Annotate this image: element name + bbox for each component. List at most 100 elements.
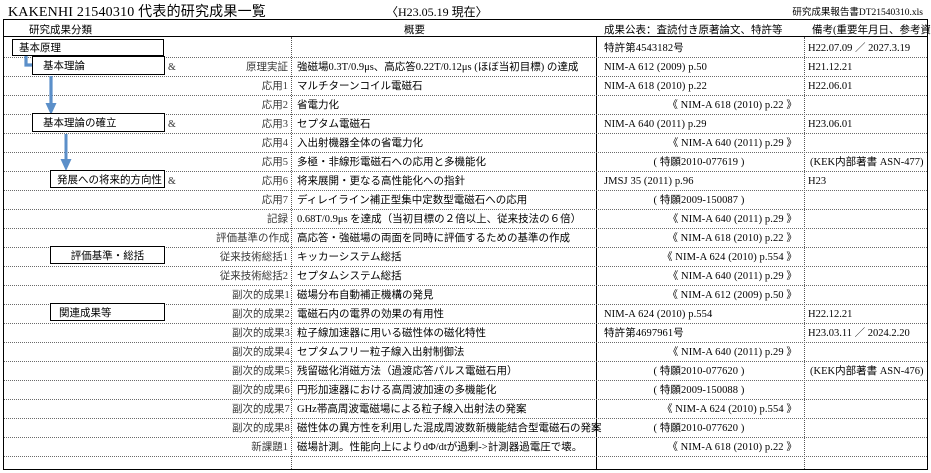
category-box-label: 基本理論 (43, 61, 85, 72)
row-publication: ( 特願2010-077619 ) (653, 157, 745, 168)
category-box-label: 関連成果等 (59, 307, 112, 319)
table-row[interactable]: 副次的成果3 粒子線加速器に用いる磁性体の磁化特性 特許第4697961号 H23.0… (4, 324, 927, 343)
table-row[interactable]: 新課題1 磁場計測。性能向上によりdΦ/dtが過剰->計測器過電圧で壊。 《 NIM… (4, 438, 927, 457)
row-summary: 磁場分布自動補正機構の発見 (297, 290, 434, 301)
table-row[interactable]: 従来技術総括1 キッカーシステム総括 《 NIM-A 624 (2010) p.55… (4, 248, 927, 267)
row-publication: 《 NIM-A 618 (2010) p.22 》 (667, 442, 797, 453)
table-row[interactable]: 原理実証 & 強磁場0.3T/0.9μs、高応答0.22T/0.12μs (ほぼ当初… (4, 58, 927, 77)
row-publication: 《 NIM-A 618 (2010) p.22 》 (667, 233, 797, 244)
row-subcategory: 従来技術総括2 (219, 271, 288, 282)
row-publication: ( 特願2010-077620 ) (653, 366, 745, 377)
row-subcategory: 応用5 (261, 157, 288, 168)
category-box-future-direction[interactable]: 発展への将来的方向性 (50, 170, 165, 188)
row-publication: 《 NIM-A 612 (2009) p.50 》 (667, 290, 797, 301)
row-publication: NIM-A 640 (2011) p.29 (604, 119, 707, 130)
document-filename: 研究成果報告書DT21540310.xls (792, 8, 923, 18)
category-box-evaluation-summary[interactable]: 評価基準・総括 (50, 246, 165, 264)
row-publication: 《 NIM-A 640 (2011) p.29 》 (667, 347, 797, 358)
row-summary: キッカーシステム総括 (297, 252, 402, 263)
row-publication: 《 NIM-A 640 (2011) p.29 》 (667, 271, 797, 282)
row-summary: 粒子線加速器に用いる磁性体の磁化特性 (297, 328, 486, 339)
row-publication: 《 NIM-A 624 (2010) p.554 》 (661, 252, 797, 263)
row-summary: 高応答・強磁場の両面を同時に評価するための基準の作成 (297, 233, 570, 244)
row-ampersand-marker: & (168, 176, 176, 187)
row-summary: 省電力化 (297, 100, 339, 111)
table-row[interactable]: 副次的成果1 磁場分布自動補正機構の発見 《 NIM-A 612 (2009) p.… (4, 286, 927, 305)
row-publication: 《 NIM-A 624 (2010) p.554 》 (661, 404, 797, 415)
row-subcategory: 副次的成果2 (232, 309, 290, 320)
row-summary: 入出射機器全体の省電力化 (297, 138, 423, 149)
column-header-publication: 成果公表：査読付き原著論文、特許等 (604, 25, 783, 36)
document-title: KAKENHI 21540310 代表的研究成果一覧 (8, 5, 266, 20)
table-row[interactable]: 応用2 省電力化 《 NIM-A 618 (2010) p.22 》 (4, 96, 927, 115)
row-publication: ( 特願2009-150087 ) (653, 195, 745, 206)
table-row[interactable]: 記録 0.68T/0.9μs を達成（当初目標の２倍以上、従来技法の６倍） 《 NI… (4, 210, 927, 229)
row-publication: JMSJ 35 (2011) p.96 (604, 176, 694, 187)
table-row[interactable]: 副次的成果4 セプタムフリー粒子線入出射制御法 《 NIM-A 640 (2011)… (4, 343, 927, 362)
table-row[interactable]: 応用4 入出射機器全体の省電力化 《 NIM-A 640 (2011) p.29 》 (4, 134, 927, 153)
table-row[interactable]: 従来技術総括2 セプタムシステム総括 《 NIM-A 640 (2011) p.29… (4, 267, 927, 286)
column-divider-summary (291, 37, 292, 469)
row-publication: 《 NIM-A 618 (2010) p.22 》 (667, 100, 797, 111)
table-row[interactable]: 副次的成果2 電磁石内の電界の効果の有用性 NIM-A 624 (2010) p.5… (4, 305, 927, 324)
table-row[interactable]: 応用1 マルチターンコイル電磁石 NIM-A 618 (2010) p.22 H22.… (4, 77, 927, 96)
category-box-basic-theory[interactable]: 基本理論 (32, 56, 165, 75)
document-header: KAKENHI 21540310 代表的研究成果一覧 〈H23.05.19 現在… (0, 0, 931, 20)
row-publication: ( 特願2009-150088 ) (653, 385, 745, 396)
row-summary: 残留磁化消磁方法（過渡応答パルス電磁石用） (297, 366, 518, 377)
category-box-related-results[interactable]: 関連成果等 (50, 303, 165, 321)
row-remarks: (KEK内部著書 ASN-476) (810, 366, 924, 377)
table-row[interactable]: 特許第4543182号 H22.07.09 ／ 2027.3.19 (4, 39, 927, 58)
table-row[interactable]: 応用6 & 将来展開・更なる高性能化への指針 JMSJ 35 (2011) p.96 H… (4, 172, 927, 191)
row-subcategory: 応用3 (261, 119, 288, 130)
row-remarks: (KEK内部著書 ASN-477) (810, 157, 924, 168)
table-row[interactable]: 副次的成果5 残留磁化消磁方法（過渡応答パルス電磁石用） ( 特願2010-0776… (4, 362, 927, 381)
row-summary: 強磁場0.3T/0.9μs、高応答0.22T/0.12μs (ほぼ当初目標) の… (297, 62, 579, 73)
row-publication: NIM-A 612 (2009) p.50 (604, 62, 708, 73)
table-row[interactable]: 副次的成果6 円形加速器における高周波加速の多機能化 ( 特願2009-150088… (4, 381, 927, 400)
row-publication: NIM-A 624 (2010) p.554 (604, 309, 713, 320)
row-subcategory: 副次的成果1 (232, 290, 290, 301)
row-summary: 磁場計測。性能向上によりdΦ/dtが過剰->計測器過電圧で壊。 (297, 442, 583, 453)
row-publication: 《 NIM-A 640 (2011) p.29 》 (667, 138, 797, 149)
column-header-summary: 概要 (404, 25, 425, 36)
row-summary: 将来展開・更なる高性能化への指針 (297, 176, 465, 187)
row-remarks: H22.06.01 (808, 81, 853, 92)
table-column-header: 研究成果分類 概要 成果公表：査読付き原著論文、特許等 備考(重要年月日、参考資… (4, 20, 931, 37)
row-subcategory: 応用2 (261, 100, 288, 111)
row-ampersand-marker: & (168, 62, 176, 73)
category-box-label: 発展への将来的方向性 (57, 174, 162, 186)
table-row[interactable]: 応用7 ディレイライン補正型集中定数型電磁石への応用 ( 特願2009-150087… (4, 191, 927, 210)
row-subcategory: 応用6 (261, 176, 288, 187)
row-publication: NIM-A 618 (2010) p.22 (604, 81, 708, 92)
row-summary: 0.68T/0.9μs を達成（当初目標の２倍以上、従来技法の６倍） (297, 214, 582, 225)
row-subcategory: 原理実証 (246, 62, 288, 73)
row-summary: セプタムフリー粒子線入出射制御法 (297, 347, 465, 358)
row-publication: 特許第4697961号 (604, 328, 684, 339)
row-subcategory: 記録 (267, 214, 288, 225)
table-row[interactable]: 副次的成果8 磁性体の異方性を利用した混成周波数新機能結合型電磁石の発案 ( 特願2… (4, 419, 927, 438)
category-box-basic-principle[interactable]: 基本原理 (12, 39, 164, 56)
row-remarks: H23.03.11 ／ 2024.2.20 (808, 328, 910, 339)
row-summary: ディレイライン補正型集中定数型電磁石への応用 (297, 195, 528, 206)
column-divider-remarks (804, 37, 805, 469)
row-subcategory: 応用1 (261, 81, 288, 92)
row-remarks: H21.12.21 (808, 62, 853, 73)
row-subcategory: 副次的成果3 (232, 328, 290, 339)
table-row[interactable]: 応用3 & セプタム電磁石 NIM-A 640 (2011) p.29 H23.06.0… (4, 115, 927, 134)
column-divider-publication (596, 37, 597, 469)
row-summary: マルチターンコイル電磁石 (297, 81, 423, 92)
table-row[interactable]: 副次的成果7 GHz帯高周波電磁場による粒子線入出射法の発案 《 NIM-A 624… (4, 400, 927, 419)
row-remarks: H22.07.09 ／ 2027.3.19 (808, 43, 911, 54)
document-date: 〈H23.05.19 現在〉 (386, 5, 488, 19)
table-row[interactable]: 応用5 多極・非線形電磁石への応用と多機能化 ( 特願2010-077619 ) (K… (4, 153, 927, 172)
row-summary: 円形加速器における高周波加速の多機能化 (297, 385, 497, 396)
table-body: 特許第4543182号 H22.07.09 ／ 2027.3.19 原理実証 & 強磁場… (4, 37, 927, 469)
row-subcategory: 新課題1 (251, 442, 288, 453)
table-row[interactable]: 評価基準の作成 高応答・強磁場の両面を同時に評価するための基準の作成 《 NIM-A… (4, 229, 927, 248)
row-subcategory: 副次的成果6 (232, 385, 290, 396)
category-box-theory-established[interactable]: 基本理論の確立 (32, 113, 165, 132)
row-subcategory: 副次的成果5 (232, 366, 290, 377)
row-summary: セプタム電磁石 (297, 119, 371, 130)
